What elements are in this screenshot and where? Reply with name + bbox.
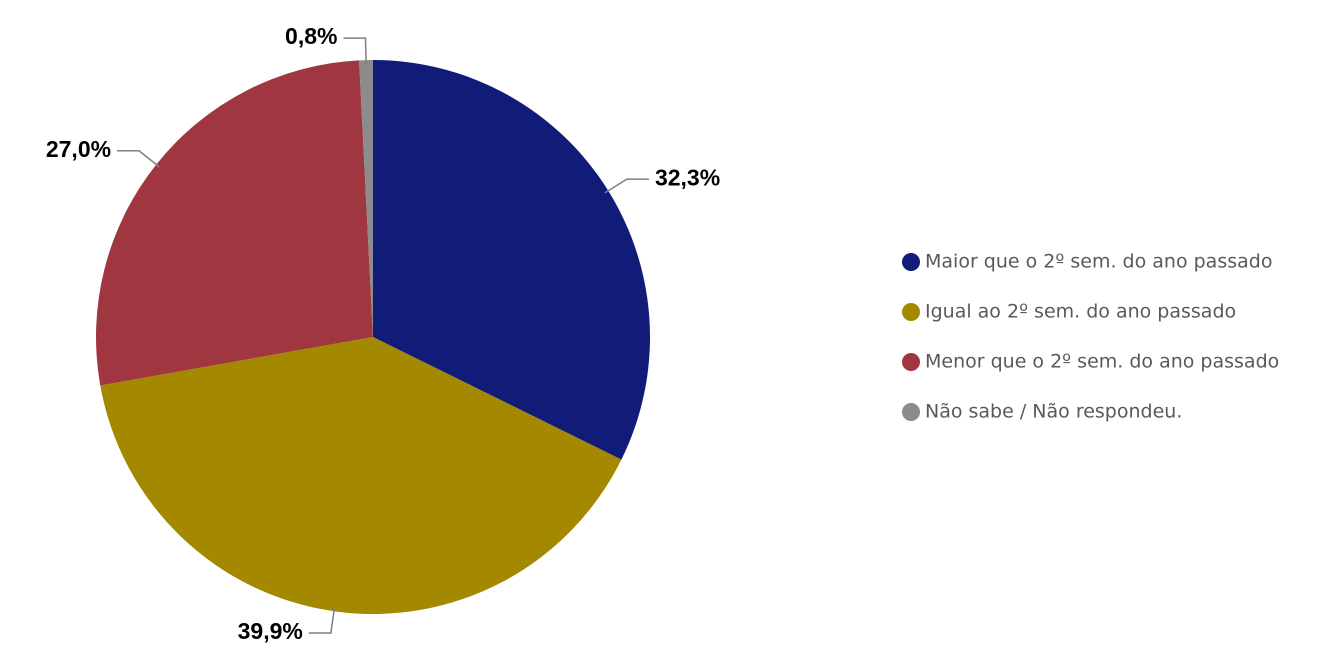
legend-label: Igual ao 2º sem. do ano passado bbox=[925, 301, 1236, 323]
data-label: 32,3% bbox=[655, 164, 720, 190]
pie-slice bbox=[373, 60, 650, 460]
data-label: 27,0% bbox=[46, 136, 111, 162]
leader-line bbox=[117, 150, 160, 168]
legend-marker bbox=[902, 303, 920, 321]
leader-line bbox=[604, 178, 649, 194]
legend-label: Menor que o 2º sem. do ano passado bbox=[925, 351, 1279, 373]
data-label: 0,8% bbox=[285, 23, 337, 49]
legend-marker bbox=[902, 403, 920, 421]
leader-line bbox=[343, 37, 367, 65]
pie-slice bbox=[359, 60, 373, 337]
legend-label: Não sabe / Não respondeu. bbox=[925, 401, 1182, 423]
pie-slice bbox=[100, 337, 622, 615]
pie-slice bbox=[96, 60, 374, 386]
legend-marker bbox=[902, 353, 920, 371]
data-label: 39,9% bbox=[238, 618, 303, 644]
legend-label: Maior que o 2º sem. do ano passado bbox=[925, 251, 1272, 273]
leader-line bbox=[308, 607, 336, 634]
legend-marker bbox=[902, 253, 920, 271]
